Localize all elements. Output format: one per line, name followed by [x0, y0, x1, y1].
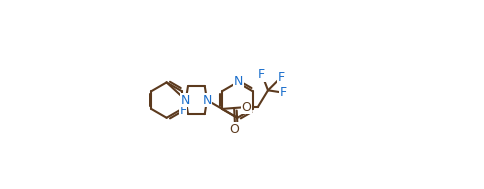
Text: O: O: [229, 122, 239, 136]
Text: F: F: [280, 86, 287, 99]
Text: F: F: [179, 104, 186, 117]
Text: N: N: [202, 94, 212, 107]
Text: N: N: [234, 75, 243, 88]
Text: F: F: [277, 71, 285, 84]
Text: N: N: [181, 94, 190, 107]
Text: F: F: [258, 68, 265, 81]
Text: O: O: [242, 101, 251, 114]
